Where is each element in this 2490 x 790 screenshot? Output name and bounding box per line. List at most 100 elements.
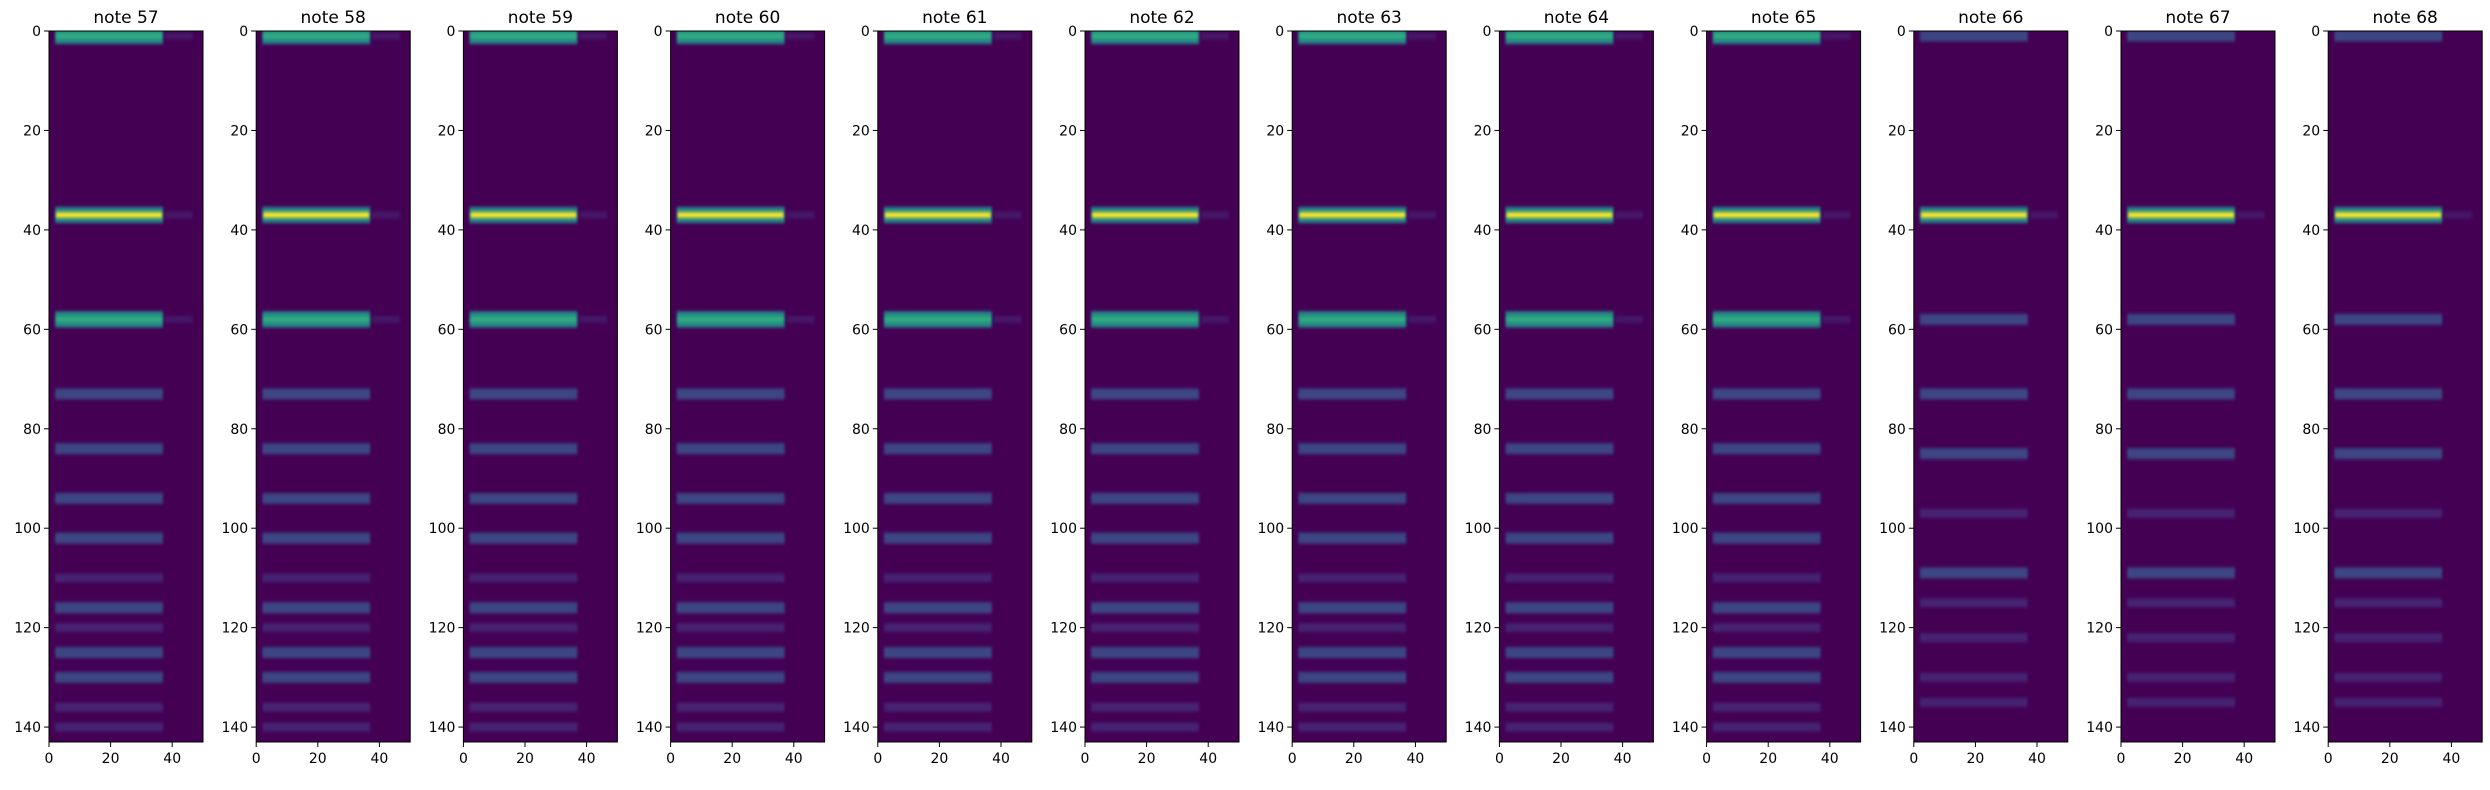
heatmap-band-harmonic bbox=[55, 671, 163, 683]
heatmap-band-harmonic bbox=[676, 532, 785, 544]
x-tick-label: 40 bbox=[163, 751, 181, 767]
heatmap-band-echo bbox=[1615, 211, 1644, 219]
x-tick-label: 20 bbox=[1552, 751, 1570, 767]
heatmap-band-weak bbox=[2334, 697, 2443, 707]
heatmap-background bbox=[463, 31, 618, 742]
heatmap-band-weak bbox=[55, 623, 163, 633]
y-tick-label: 60 bbox=[230, 322, 248, 338]
heatmap-band-echo bbox=[579, 315, 608, 323]
heatmap-band-weak bbox=[883, 573, 992, 583]
heatmap-band-weak bbox=[883, 722, 992, 732]
heatmap-band-peak bbox=[677, 212, 784, 218]
heatmap-band-echo bbox=[993, 211, 1022, 219]
heatmap-band-weak bbox=[676, 573, 785, 583]
heatmap-band-harmonic bbox=[2334, 567, 2443, 579]
heatmap-band-echo bbox=[164, 315, 193, 323]
heatmap-band-harmonic bbox=[469, 602, 578, 614]
heatmap-band-harmonic bbox=[1505, 671, 1614, 683]
heatmap-band-weak bbox=[2334, 633, 2443, 643]
heatmap-band-weak bbox=[2127, 598, 2235, 608]
heatmap-band-peak bbox=[884, 316, 991, 323]
y-tick-label: 120 bbox=[429, 621, 456, 637]
y-tick-label: 100 bbox=[1050, 521, 1077, 537]
x-tick-label: 20 bbox=[516, 751, 534, 767]
heatmap-band-weak bbox=[1091, 702, 1199, 712]
heatmap-band-harmonic bbox=[883, 671, 992, 683]
y-tick-label: 40 bbox=[1888, 223, 1906, 239]
y-tick-label: 60 bbox=[1681, 322, 1699, 338]
y-tick-label: 40 bbox=[852, 223, 870, 239]
x-tick-label: 40 bbox=[370, 751, 388, 767]
heatmap-band-harmonic bbox=[1298, 602, 1407, 614]
y-tick-label: 100 bbox=[1879, 521, 1906, 537]
heatmap-band-peak bbox=[263, 212, 370, 218]
heatmap-band-harmonic bbox=[469, 388, 578, 400]
heatmap-band-harmonic bbox=[1919, 388, 2028, 400]
y-tick-label: 60 bbox=[1888, 322, 1906, 338]
heatmap-band-harmonic bbox=[469, 647, 578, 658]
x-tick-label: 0 bbox=[666, 751, 675, 767]
y-tick-label: 20 bbox=[1059, 123, 1077, 139]
heatmap-band-weak bbox=[1091, 722, 1199, 732]
heatmap-cells bbox=[469, 31, 608, 732]
heatmap-band-harmonic bbox=[1919, 31, 2028, 42]
heatmap-band-weak bbox=[262, 573, 371, 583]
heatmap-band-echo bbox=[1408, 32, 1436, 40]
heatmap-band-echo bbox=[786, 32, 815, 40]
heatmap-band-peak bbox=[1299, 316, 1406, 323]
heatmap-band-peak bbox=[470, 33, 577, 39]
x-tick-label: 0 bbox=[1495, 751, 1504, 767]
x-tick-label: 40 bbox=[1614, 751, 1632, 767]
subplot-title: note 65 bbox=[1751, 8, 1816, 28]
y-tick-label: 120 bbox=[843, 621, 870, 637]
heatmap-band-harmonic bbox=[55, 492, 163, 504]
heatmap-band-weak bbox=[55, 573, 163, 583]
y-tick-label: 140 bbox=[1050, 720, 1077, 736]
y-tick-label: 140 bbox=[843, 720, 870, 736]
heatmap-cells bbox=[676, 31, 815, 732]
x-tick-label: 0 bbox=[1702, 751, 1711, 767]
heatmap-band-harmonic bbox=[883, 647, 992, 658]
y-tick-label: 20 bbox=[23, 123, 41, 139]
x-tick-label: 0 bbox=[459, 751, 468, 767]
x-tick-label: 0 bbox=[2324, 751, 2333, 767]
heatmap-cells bbox=[1712, 31, 1851, 732]
y-tick-label: 60 bbox=[1474, 322, 1492, 338]
heatmap-band-peak bbox=[1506, 316, 1613, 323]
heatmap-band-harmonic bbox=[2127, 567, 2235, 579]
y-tick-label: 40 bbox=[230, 223, 248, 239]
heatmap-band-harmonic bbox=[676, 388, 785, 400]
axes-frame bbox=[2120, 30, 2276, 743]
heatmap-band-harmonic bbox=[1298, 532, 1407, 544]
y-tick-label: 140 bbox=[1672, 720, 1699, 736]
heatmap-band-echo bbox=[372, 315, 400, 323]
y-tick-label: 120 bbox=[2086, 621, 2113, 637]
axes-frame bbox=[877, 30, 1033, 743]
x-tick-label: 40 bbox=[2028, 751, 2046, 767]
x-tick-label: 0 bbox=[1909, 751, 1918, 767]
y-tick-label: 0 bbox=[2311, 24, 2320, 40]
heatmap-band-harmonic bbox=[1712, 532, 1821, 544]
x-tick-label: 20 bbox=[2174, 751, 2192, 767]
heatmap-band-peak bbox=[470, 316, 577, 323]
y-tick-label: 120 bbox=[14, 621, 41, 637]
heatmap-band-harmonic bbox=[262, 602, 371, 614]
heatmap-band-echo bbox=[2029, 211, 2058, 219]
heatmap-band-weak bbox=[2334, 598, 2443, 608]
heatmap-background bbox=[1499, 31, 1654, 742]
x-tick-label: 40 bbox=[2235, 751, 2253, 767]
y-tick-label: 140 bbox=[2293, 720, 2320, 736]
y-tick-label: 40 bbox=[645, 223, 663, 239]
heatmap-band-harmonic bbox=[1505, 602, 1614, 614]
heatmap-band-harmonic bbox=[1091, 388, 1199, 400]
heatmap-band-harmonic bbox=[1712, 647, 1821, 658]
heatmap-band-harmonic bbox=[55, 602, 163, 614]
heatmap-band-peak bbox=[1506, 212, 1613, 218]
heatmap-band-weak bbox=[1505, 573, 1614, 583]
y-tick-label: 100 bbox=[429, 521, 456, 537]
heatmap-band-echo bbox=[1822, 211, 1851, 219]
